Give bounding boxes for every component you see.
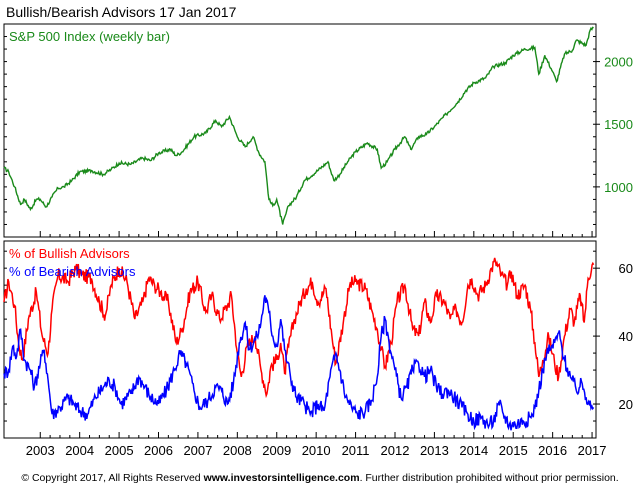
x-tick-label: 2003 [26,443,55,458]
x-tick-label: 2005 [105,443,134,458]
y-tick-label: 40 [619,329,633,344]
x-tick-label: 2008 [223,443,252,458]
x-tick-label: 2013 [420,443,449,458]
x-tick-label: 2017 [578,443,607,458]
y-tick-label: 1000 [604,180,633,195]
footer-prefix: © Copyright 2017, All Rights Reserved [21,472,204,484]
y-tick-label: 2000 [604,55,633,70]
series-line-1 [3,295,595,431]
x-tick-label: 2014 [459,443,488,458]
x-tick-label: 2006 [144,443,173,458]
y-tick-label: 20 [619,397,633,412]
series-line-0 [3,26,594,225]
series-line-0 [3,257,595,399]
bullish-legend-label: % of Bullish Advisors [9,246,130,261]
chart-title: Bullish/Bearish Advisors 17 Jan 2017 [6,4,237,20]
x-tick-label: 2010 [302,443,331,458]
x-tick-label: 2015 [499,443,528,458]
chart-svg: 1000 1500 2000 S&P 500 Index (weekly bar) 2… [3,23,633,458]
plot-frame [3,23,597,238]
x-axis: 2003 2004 2005 2006 2007 2008 2009 2010 2011 2012… [26,231,607,458]
footer-site: www.investorsintelligence.com [203,472,360,484]
advisors-panel: 20 40 60 % of Bullish Advisors % of Bearish … [3,240,633,439]
x-tick-label: 2009 [262,443,291,458]
footer-suffix: . Further distribution prohibited withou… [359,472,619,484]
x-tick-label: 2016 [538,443,567,458]
sp500-legend-label: S&P 500 Index (weekly bar) [9,29,170,44]
y-tick-label: 1500 [604,117,633,132]
copyright-footer: © Copyright 2017, All Rights Reserved ww… [0,472,640,484]
x-tick-label: 2007 [183,443,212,458]
x-tick-label: 2012 [381,443,410,458]
plot-frame [3,240,597,439]
x-tick-label: 2004 [65,443,94,458]
sp500-panel: 1000 1500 2000 S&P 500 Index (weekly bar) [3,23,633,238]
x-tick-label: 2011 [342,443,370,458]
bearish-legend-label: % of Bearish Advisors [9,264,136,279]
y-tick-label: 60 [619,261,633,276]
